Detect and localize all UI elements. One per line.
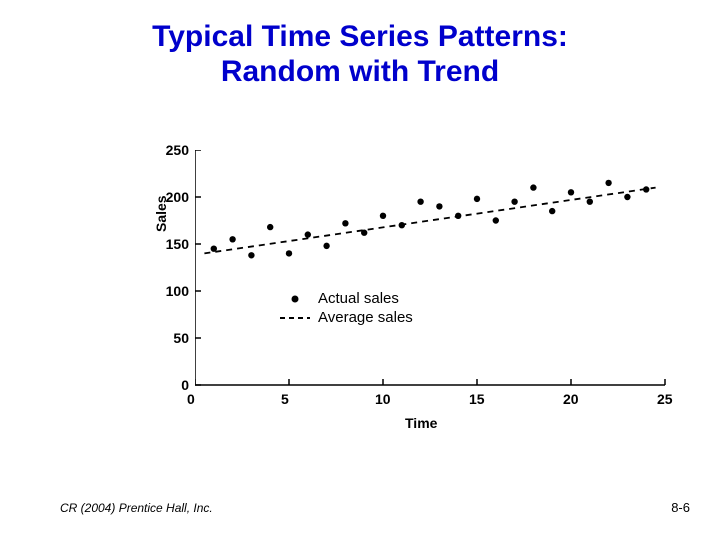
x-tick: 15 <box>469 391 485 407</box>
chart-plot <box>195 150 667 387</box>
x-axis-label: Time <box>405 415 437 431</box>
title-line-1: Typical Time Series Patterns: <box>152 20 568 53</box>
legend-label: Actual sales <box>318 290 399 307</box>
x-tick: 20 <box>563 391 579 407</box>
legend-item: Actual sales <box>280 290 413 307</box>
x-tick: 5 <box>281 391 289 407</box>
legend-marker-dash <box>280 311 310 325</box>
y-tick: 100 <box>166 283 189 299</box>
x-tick: 10 <box>375 391 391 407</box>
x-tick: 0 <box>187 391 195 407</box>
y-tick: 200 <box>166 189 189 205</box>
slide-title: Typical Time Series Patterns: Random wit… <box>0 20 720 89</box>
legend-label: Average sales <box>318 309 413 326</box>
legend-item: Average sales <box>280 309 413 326</box>
y-tick: 250 <box>166 142 189 158</box>
page-number: 8-6 <box>671 500 690 515</box>
footer-citation: CR (2004) Prentice Hall, Inc. <box>60 501 213 515</box>
legend: Actual sales Average sales <box>280 290 413 328</box>
title-line-2: Random with Trend <box>221 55 499 88</box>
y-tick: 150 <box>166 236 189 252</box>
x-tick: 25 <box>657 391 673 407</box>
slide: { "title_line1": "Typical Time Series Pa… <box>0 0 720 540</box>
legend-marker-dot <box>280 292 310 306</box>
y-tick: 50 <box>173 330 189 346</box>
